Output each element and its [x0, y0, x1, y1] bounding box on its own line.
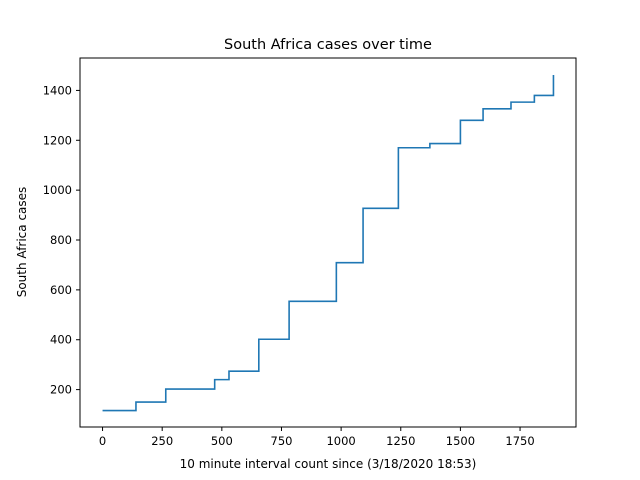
- x-tick-label: 0: [99, 434, 106, 448]
- x-axis-label: 10 minute interval count since (3/18/202…: [180, 457, 477, 471]
- x-tick-label: 750: [271, 434, 293, 448]
- y-axis: 200 400 600 800 1000 1200 1400: [43, 83, 80, 397]
- x-tick-label: 1500: [446, 434, 475, 448]
- y-tick-label: 800: [50, 233, 72, 247]
- y-tick-label: 600: [50, 283, 72, 297]
- x-tick-label: 250: [151, 434, 173, 448]
- series-line-0: [102, 74, 555, 412]
- y-tick-label: 1400: [43, 83, 72, 97]
- x-tick-label: 1250: [386, 434, 415, 448]
- x-tick-label: 1750: [505, 434, 534, 448]
- y-tick-label: 200: [50, 383, 72, 397]
- plot-frame: [79, 57, 577, 428]
- y-tick-label: 1000: [43, 183, 72, 197]
- y-tick-label: 1200: [43, 133, 72, 147]
- x-axis: 0 250 500 750 1000 1250 1500 1750: [99, 427, 535, 448]
- y-tick-label: 400: [50, 333, 72, 347]
- chart-title: South Africa cases over time: [224, 37, 432, 53]
- y-axis-label: South Africa cases: [15, 187, 29, 298]
- x-tick-label: 1000: [326, 434, 355, 448]
- x-tick-label: 500: [211, 434, 233, 448]
- plot-layer: [102, 74, 555, 412]
